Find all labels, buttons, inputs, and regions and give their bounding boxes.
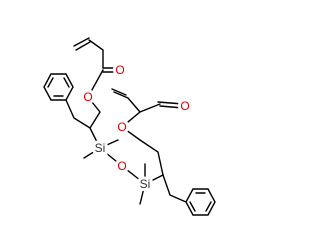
bond <box>102 67 119 73</box>
bonds <box>43 37 216 216</box>
ring <box>185 188 216 216</box>
atom-label: Si <box>95 141 106 155</box>
bond <box>162 174 187 203</box>
bond <box>139 163 164 205</box>
bond <box>111 88 141 113</box>
structure-diagram: O O Si O Si O O <box>43 37 216 216</box>
atom-label: O <box>83 90 92 104</box>
atom-label: O <box>117 159 126 173</box>
ring <box>43 73 74 101</box>
bond <box>73 37 91 51</box>
bond <box>157 101 184 109</box>
bond <box>83 139 146 185</box>
atom-label: O <box>180 99 189 113</box>
bond <box>120 103 164 176</box>
bond <box>65 99 91 129</box>
atom-label: Si <box>140 177 151 191</box>
bond <box>88 39 104 69</box>
atom-label: O <box>117 120 126 134</box>
atom-labels: O O Si O Si O O <box>80 60 192 194</box>
atom-label: O <box>115 63 124 77</box>
bond <box>87 69 104 149</box>
